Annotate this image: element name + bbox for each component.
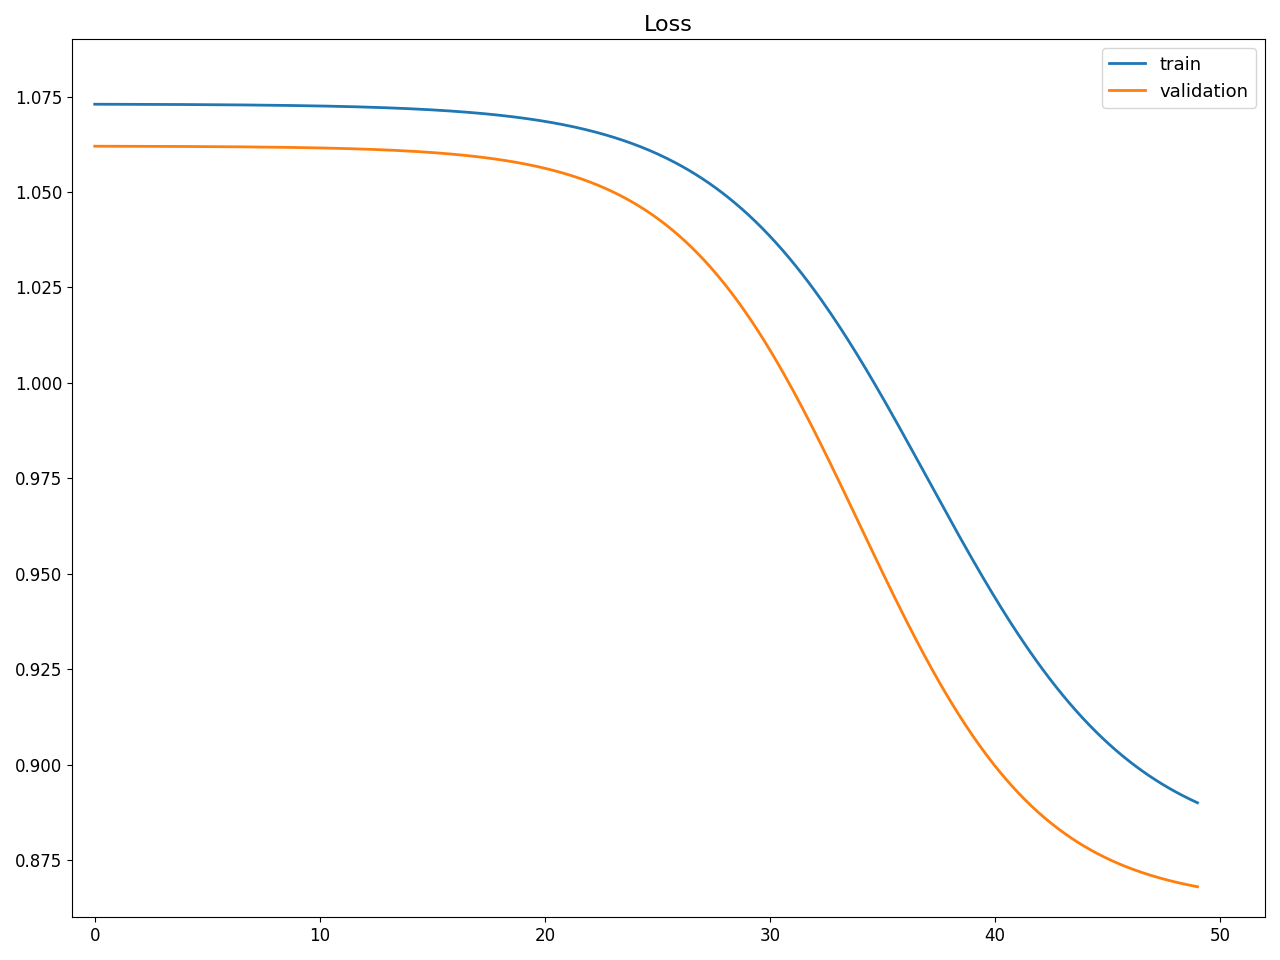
validation [611, 189, 626, 201]
Title: Loss: Loss [644, 15, 692, 35]
Line: validation: validation [95, 146, 1198, 887]
Line: train: train [95, 105, 1198, 803]
validation [617, 192, 632, 204]
train [611, 133, 626, 145]
train [617, 135, 632, 147]
train [991, 598, 1006, 610]
train [744, 211, 759, 223]
train [87, 99, 102, 110]
validation [684, 241, 699, 252]
train [684, 166, 699, 178]
Legend: train, validation: train, validation [1102, 48, 1256, 108]
validation [1164, 876, 1179, 887]
validation [87, 140, 102, 152]
train [1164, 783, 1179, 795]
validation [744, 315, 759, 326]
validation [991, 764, 1006, 776]
train [1190, 797, 1206, 808]
validation [1190, 881, 1206, 893]
